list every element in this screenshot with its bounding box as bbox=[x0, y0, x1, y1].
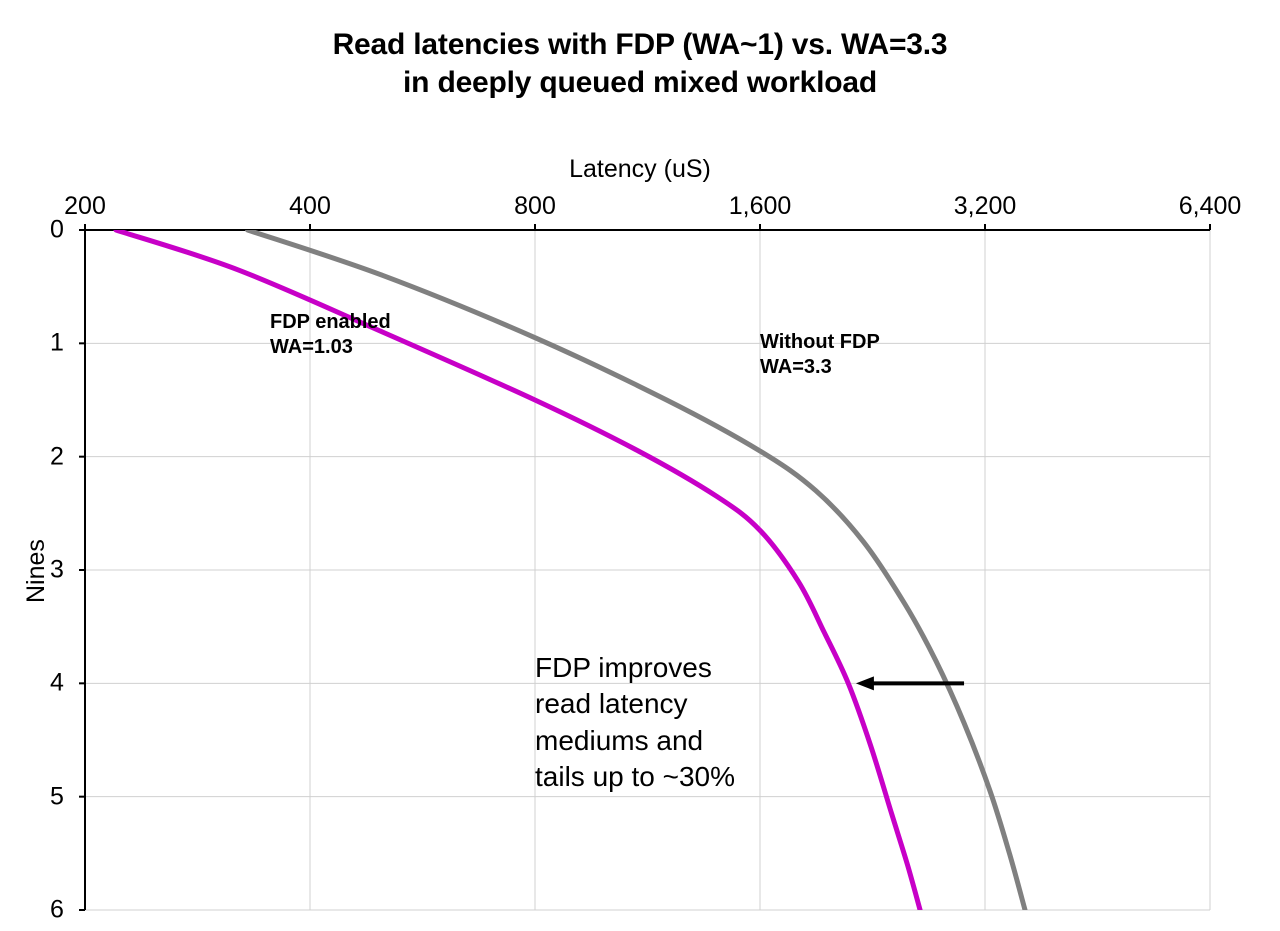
series-label-fdp-enabled: FDP enabled WA=1.03 bbox=[270, 310, 391, 360]
series-label-without-fdp-line-1: Without FDP bbox=[760, 330, 880, 355]
annotation-text: FDP improves read latency mediums and ta… bbox=[535, 650, 735, 796]
series-label-fdp-enabled-line-1: FDP enabled bbox=[270, 310, 391, 335]
series-label-without-fdp-line-2: WA=3.3 bbox=[760, 355, 880, 380]
annotation-line-2: read latency bbox=[535, 686, 735, 722]
series-label-without-fdp: Without FDP WA=3.3 bbox=[760, 330, 880, 380]
annotation-line-3: mediums and bbox=[535, 723, 735, 759]
annotation-line-1: FDP improves bbox=[535, 650, 735, 686]
chart-page: Read latencies with FDP (WA~1) vs. WA=3.… bbox=[0, 0, 1280, 931]
series-label-fdp-enabled-line-2: WA=1.03 bbox=[270, 335, 391, 360]
annotation-line-4: tails up to ~30% bbox=[535, 759, 735, 795]
